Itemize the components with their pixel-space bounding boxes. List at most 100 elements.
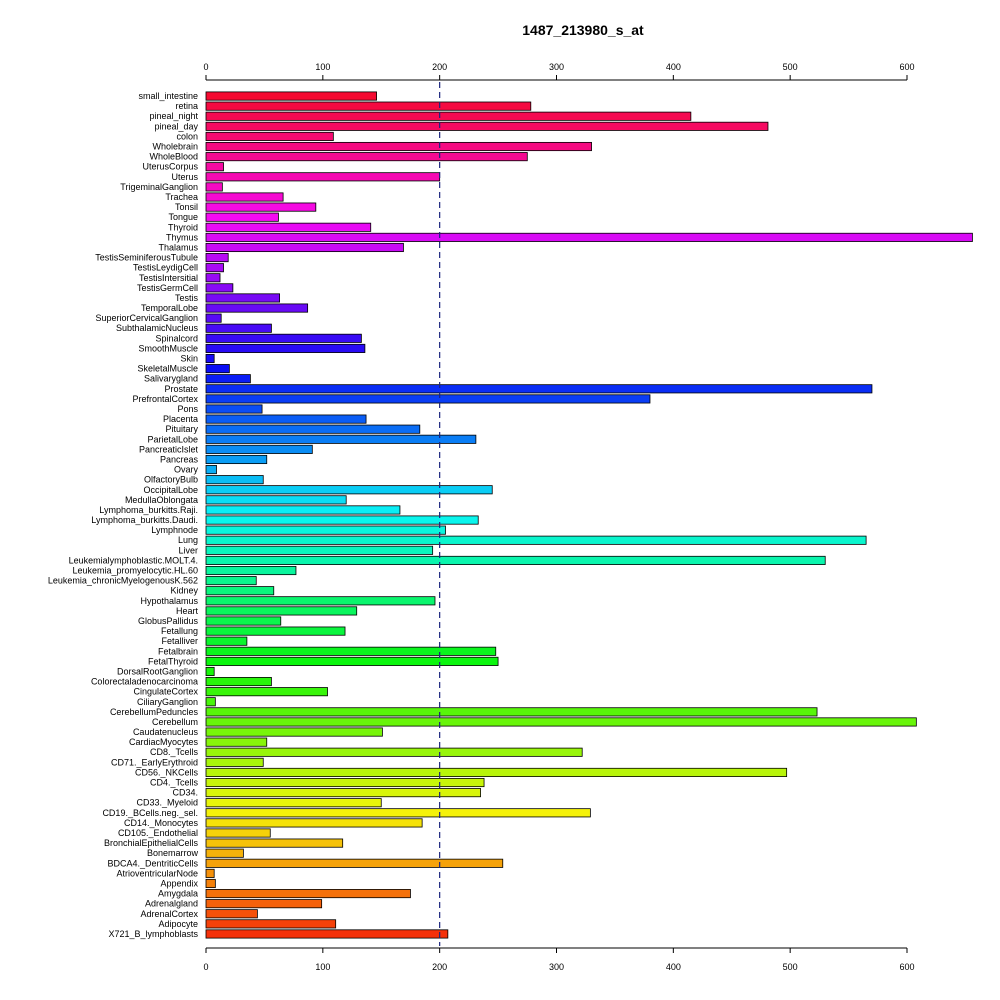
bar	[205, 889, 411, 899]
x-tick-label-top: 500	[783, 62, 798, 72]
category-label: Thymus	[166, 232, 199, 242]
category-label: TemporalLobe	[141, 303, 198, 313]
bar	[205, 596, 436, 606]
category-label: Leukemia_promyelocytic.HL.60	[72, 566, 198, 576]
category-label: BronchialEpithelialCells	[104, 838, 199, 848]
category-label: CD105._Endothelial	[118, 828, 198, 838]
category-label: Salivarygland	[144, 374, 198, 384]
x-tick-label-bottom: 300	[549, 962, 564, 972]
bar	[205, 172, 441, 182]
category-label: Spinalcord	[155, 333, 198, 343]
category-label: Pancreas	[160, 454, 199, 464]
category-label: X721_B_lymphoblasts	[108, 929, 198, 939]
category-label: small_intestine	[138, 91, 198, 101]
category-label: Fetallung	[161, 626, 198, 636]
category-label: Wholebrain	[152, 142, 198, 152]
bar	[205, 141, 592, 152]
bar	[205, 162, 224, 172]
category-label: CD33._Myeloid	[136, 798, 198, 808]
category-label: PrefrontalCortex	[132, 394, 198, 404]
category-label: Appendix	[160, 878, 198, 888]
x-tick-label-top: 600	[899, 62, 914, 72]
x-tick-label-top: 200	[432, 62, 447, 72]
category-label: Lung	[178, 535, 198, 545]
bar	[205, 525, 446, 535]
x-tick-label-bottom: 100	[315, 962, 330, 972]
category-label: Caudatenucleus	[133, 727, 199, 737]
category-label: WholeBlood	[149, 152, 198, 162]
category-label: Fetalliver	[161, 636, 198, 646]
bar	[205, 152, 528, 162]
category-label: Lymphoma_burkitts.Daudi.	[91, 515, 198, 525]
category-label: SmoothMuscle	[138, 343, 198, 353]
category-label: Ovary	[174, 465, 199, 475]
category-label: Kidney	[170, 586, 198, 596]
bar	[205, 394, 651, 404]
bar	[205, 899, 323, 909]
bar	[205, 353, 215, 364]
bar	[205, 283, 234, 293]
bar	[205, 374, 251, 384]
bar	[205, 687, 328, 697]
bar	[205, 121, 769, 131]
bar	[205, 929, 449, 939]
bar	[205, 475, 264, 485]
bar	[205, 242, 404, 253]
category-label: colon	[176, 131, 198, 141]
bar	[205, 131, 334, 141]
category-label: Pons	[177, 404, 198, 414]
category-label: CD71._EarlyErythroid	[111, 757, 198, 767]
bar	[205, 747, 583, 757]
category-label: retina	[175, 101, 198, 111]
bar	[205, 101, 532, 111]
category-label: Adipocyte	[158, 919, 198, 929]
bar	[205, 818, 423, 828]
category-label: SubthalamicNucleus	[116, 323, 199, 333]
category-label: TestisLeydigCell	[133, 263, 198, 273]
category-label: Uterus	[171, 172, 198, 182]
category-label: Skin	[180, 354, 198, 364]
category-label: CD34.	[172, 788, 198, 798]
x-tick-label-top: 400	[666, 62, 681, 72]
bar	[205, 485, 493, 495]
bar	[205, 444, 313, 454]
category-label: CerebellumPeduncles	[110, 707, 199, 717]
x-tick-label-bottom: 400	[666, 962, 681, 972]
bar	[205, 798, 382, 808]
bar	[205, 263, 224, 273]
bar	[205, 868, 215, 878]
bar	[205, 848, 244, 858]
bar	[205, 737, 268, 747]
bar	[205, 646, 497, 656]
x-axis-bottom: 0 100 200 300 400 500 600	[203, 947, 915, 972]
bar	[205, 222, 372, 232]
category-label: CD4._Tcells	[150, 778, 199, 788]
bar	[205, 212, 279, 222]
bar	[205, 697, 216, 707]
category-label: CardiacMyocytes	[129, 737, 199, 747]
bar	[205, 808, 591, 818]
category-label: Bonemarrow	[147, 848, 199, 858]
category-label: BDCA4._DentriticCells	[107, 858, 198, 868]
category-label: GlobusPallidus	[138, 616, 199, 626]
x-tick-label-bottom: 600	[899, 962, 914, 972]
category-label: SuperiorCervicalGanglion	[95, 313, 198, 323]
x-tick-label-top: 100	[315, 62, 330, 72]
category-label: Tonsil	[175, 202, 198, 212]
bar	[205, 253, 229, 263]
category-label: AtrioventricularNode	[116, 868, 198, 878]
bar	[205, 838, 344, 848]
category-label: TestisIntersitial	[139, 273, 198, 283]
bar	[205, 384, 873, 394]
category-label: Amygdala	[158, 889, 198, 899]
bar	[205, 586, 275, 596]
bar	[205, 727, 383, 737]
bar	[205, 909, 258, 919]
bar	[205, 232, 973, 242]
bar	[205, 343, 366, 353]
bar	[205, 91, 377, 101]
category-label: OlfactoryBulb	[144, 475, 198, 485]
category-label: Trachea	[165, 192, 198, 202]
bar	[205, 182, 223, 192]
bar	[205, 707, 818, 717]
